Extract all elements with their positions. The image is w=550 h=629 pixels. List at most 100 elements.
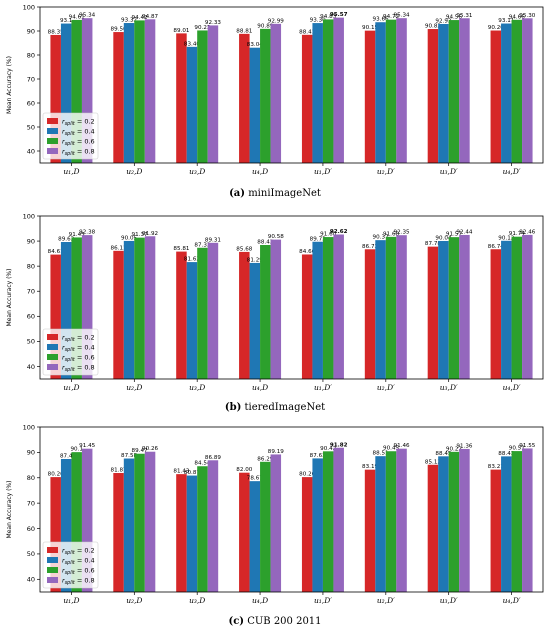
bar-5-series-3 <box>322 19 334 163</box>
value-label-7-4: 92.44 <box>456 229 472 235</box>
legend-swatch-3 <box>47 138 58 144</box>
x-tick-label-1: u₁,D <box>63 383 79 392</box>
value-label-2-2: 87.58 <box>121 453 137 459</box>
bar-4-series-1 <box>239 33 250 163</box>
bar-5-series-4 <box>333 447 344 592</box>
legend-box <box>42 328 99 376</box>
value-label-4-2: 81.29 <box>247 257 263 263</box>
value-label-6-1: 86.73 <box>362 244 378 250</box>
y-tick-label: 40 <box>27 363 35 371</box>
bar-7-series-1 <box>427 246 439 379</box>
y-tick-label: 80 <box>27 262 35 270</box>
value-label-3-2: 83.40 <box>184 41 200 47</box>
value-label-5-4: 92.62 <box>330 229 348 235</box>
bar-8-series-2 <box>501 23 512 163</box>
value-label-8-3: 90.51 <box>509 446 525 452</box>
value-label-8-1: 86.74 <box>488 244 504 250</box>
bar-5-series-1 <box>301 254 313 379</box>
legend-entry-3: rsplit = 0.6 <box>62 138 95 148</box>
bar-1-series-2 <box>60 242 72 379</box>
legend-entry-4: rsplit = 0.8 <box>62 577 95 587</box>
bar-7-series-4 <box>459 234 470 379</box>
legend-entry-2: rsplit = 0.4 <box>62 128 95 138</box>
y-tick-label: 40 <box>27 147 35 155</box>
bar-3-series-4 <box>207 242 219 379</box>
value-label-3-3: 87.33 <box>194 242 210 248</box>
bar-2-series-2 <box>123 23 135 164</box>
bar-8-series-2 <box>501 240 512 379</box>
x-tick-label-5: u₁,D′ <box>314 383 332 392</box>
value-label-5-1: 84.66 <box>299 249 315 255</box>
bar-2-series-1 <box>113 32 124 164</box>
bar-8-series-1 <box>490 469 502 592</box>
y-tick-label: 90 <box>27 27 35 35</box>
bar-4-series-3 <box>260 245 271 379</box>
legend-entry-1: rsplit = 0.2 <box>62 118 95 128</box>
y-tick-label: 60 <box>27 525 35 533</box>
value-label-4-2: 78.67 <box>247 476 263 482</box>
bar-2-series-1 <box>113 250 124 379</box>
value-label-3-1: 85.81 <box>173 246 189 252</box>
value-label-6-1: 90.15 <box>362 25 378 31</box>
value-label-5-3: 91.60 <box>320 232 336 238</box>
value-label-2-3: 94.42 <box>132 15 148 21</box>
value-label-4-3: 88.43 <box>257 240 273 246</box>
value-label-6-2: 88.51 <box>373 451 389 457</box>
value-label-8-4: 92.46 <box>519 229 535 235</box>
value-label-6-2: 93.66 <box>373 17 389 23</box>
value-label-3-1: 89.01 <box>173 28 189 34</box>
bar-1-series-2 <box>60 23 72 164</box>
value-label-1-4: 92.38 <box>79 230 95 236</box>
bar-8-series-4 <box>522 234 533 379</box>
value-label-6-3: 94.72 <box>383 14 399 20</box>
x-tick-label-8: u₄,D′ <box>503 383 521 392</box>
chart-panel-1: 88.35 89.56 89.01 88.81 88.41 90.15 90.82 90.20… <box>6 3 544 199</box>
bar-6-series-4 <box>396 18 407 164</box>
x-tick-label-7: u₃,D′ <box>440 596 458 605</box>
y-tick-label: 70 <box>27 288 35 296</box>
value-label-5-2: 89.73 <box>310 236 326 242</box>
legend-entry-4: rsplit = 0.8 <box>62 364 95 374</box>
bar-5-series-3 <box>322 451 334 592</box>
legend-swatch-3 <box>47 567 58 573</box>
value-label-2-2: 90.05 <box>121 235 137 241</box>
value-label-6-2: 90.37 <box>373 235 389 241</box>
bar-6-series-4 <box>396 235 407 379</box>
x-tick-label-3: u₃,D <box>189 596 205 605</box>
x-tick-label-1: u₁,D <box>63 167 79 176</box>
y-tick-label: 50 <box>27 338 35 346</box>
legend-swatch-1 <box>47 547 58 553</box>
bar-2-series-4 <box>144 19 156 164</box>
x-tick-label-1: u₁,D <box>63 596 79 605</box>
bar-3-series-3 <box>197 247 208 379</box>
bar-2-series-2 <box>123 458 135 592</box>
bar-1-series-1 <box>50 254 61 379</box>
x-tick-label-5: u₁,D′ <box>314 596 332 605</box>
legend-swatch-3 <box>47 354 58 360</box>
bar-4-series-3 <box>260 461 271 592</box>
bar-1-series-3 <box>71 237 82 379</box>
x-tick-label-4: u₄,D <box>252 596 268 605</box>
bar-6-series-2 <box>375 456 386 592</box>
value-label-4-2: 83.04 <box>247 42 263 48</box>
bar-7-series-3 <box>448 237 460 379</box>
legend-swatch-2 <box>47 344 58 350</box>
value-label-1-2: 87.4 <box>60 453 73 459</box>
legend-entry-3: rsplit = 0.6 <box>62 354 95 364</box>
legend-entry-4: rsplit = 0.8 <box>62 148 95 158</box>
x-tick-label-6: u₂,D′ <box>377 596 395 605</box>
bar-1-series-1 <box>50 477 61 592</box>
value-label-3-3: 84.54 <box>194 461 210 467</box>
value-label-7-4: 91.36 <box>456 443 472 449</box>
y-axis-label: Mean Accuracy (%) <box>6 269 13 327</box>
bar-7-series-2 <box>438 23 449 163</box>
bar-7-series-4 <box>459 18 470 164</box>
bar-5-series-2 <box>312 458 323 592</box>
y-tick-label: 100 <box>23 3 35 11</box>
bar-1-series-4 <box>81 448 93 592</box>
value-label-6-3: 90.45 <box>383 446 399 452</box>
x-tick-label-8: u₄,D′ <box>503 596 521 605</box>
bar-4-series-2 <box>249 262 261 379</box>
